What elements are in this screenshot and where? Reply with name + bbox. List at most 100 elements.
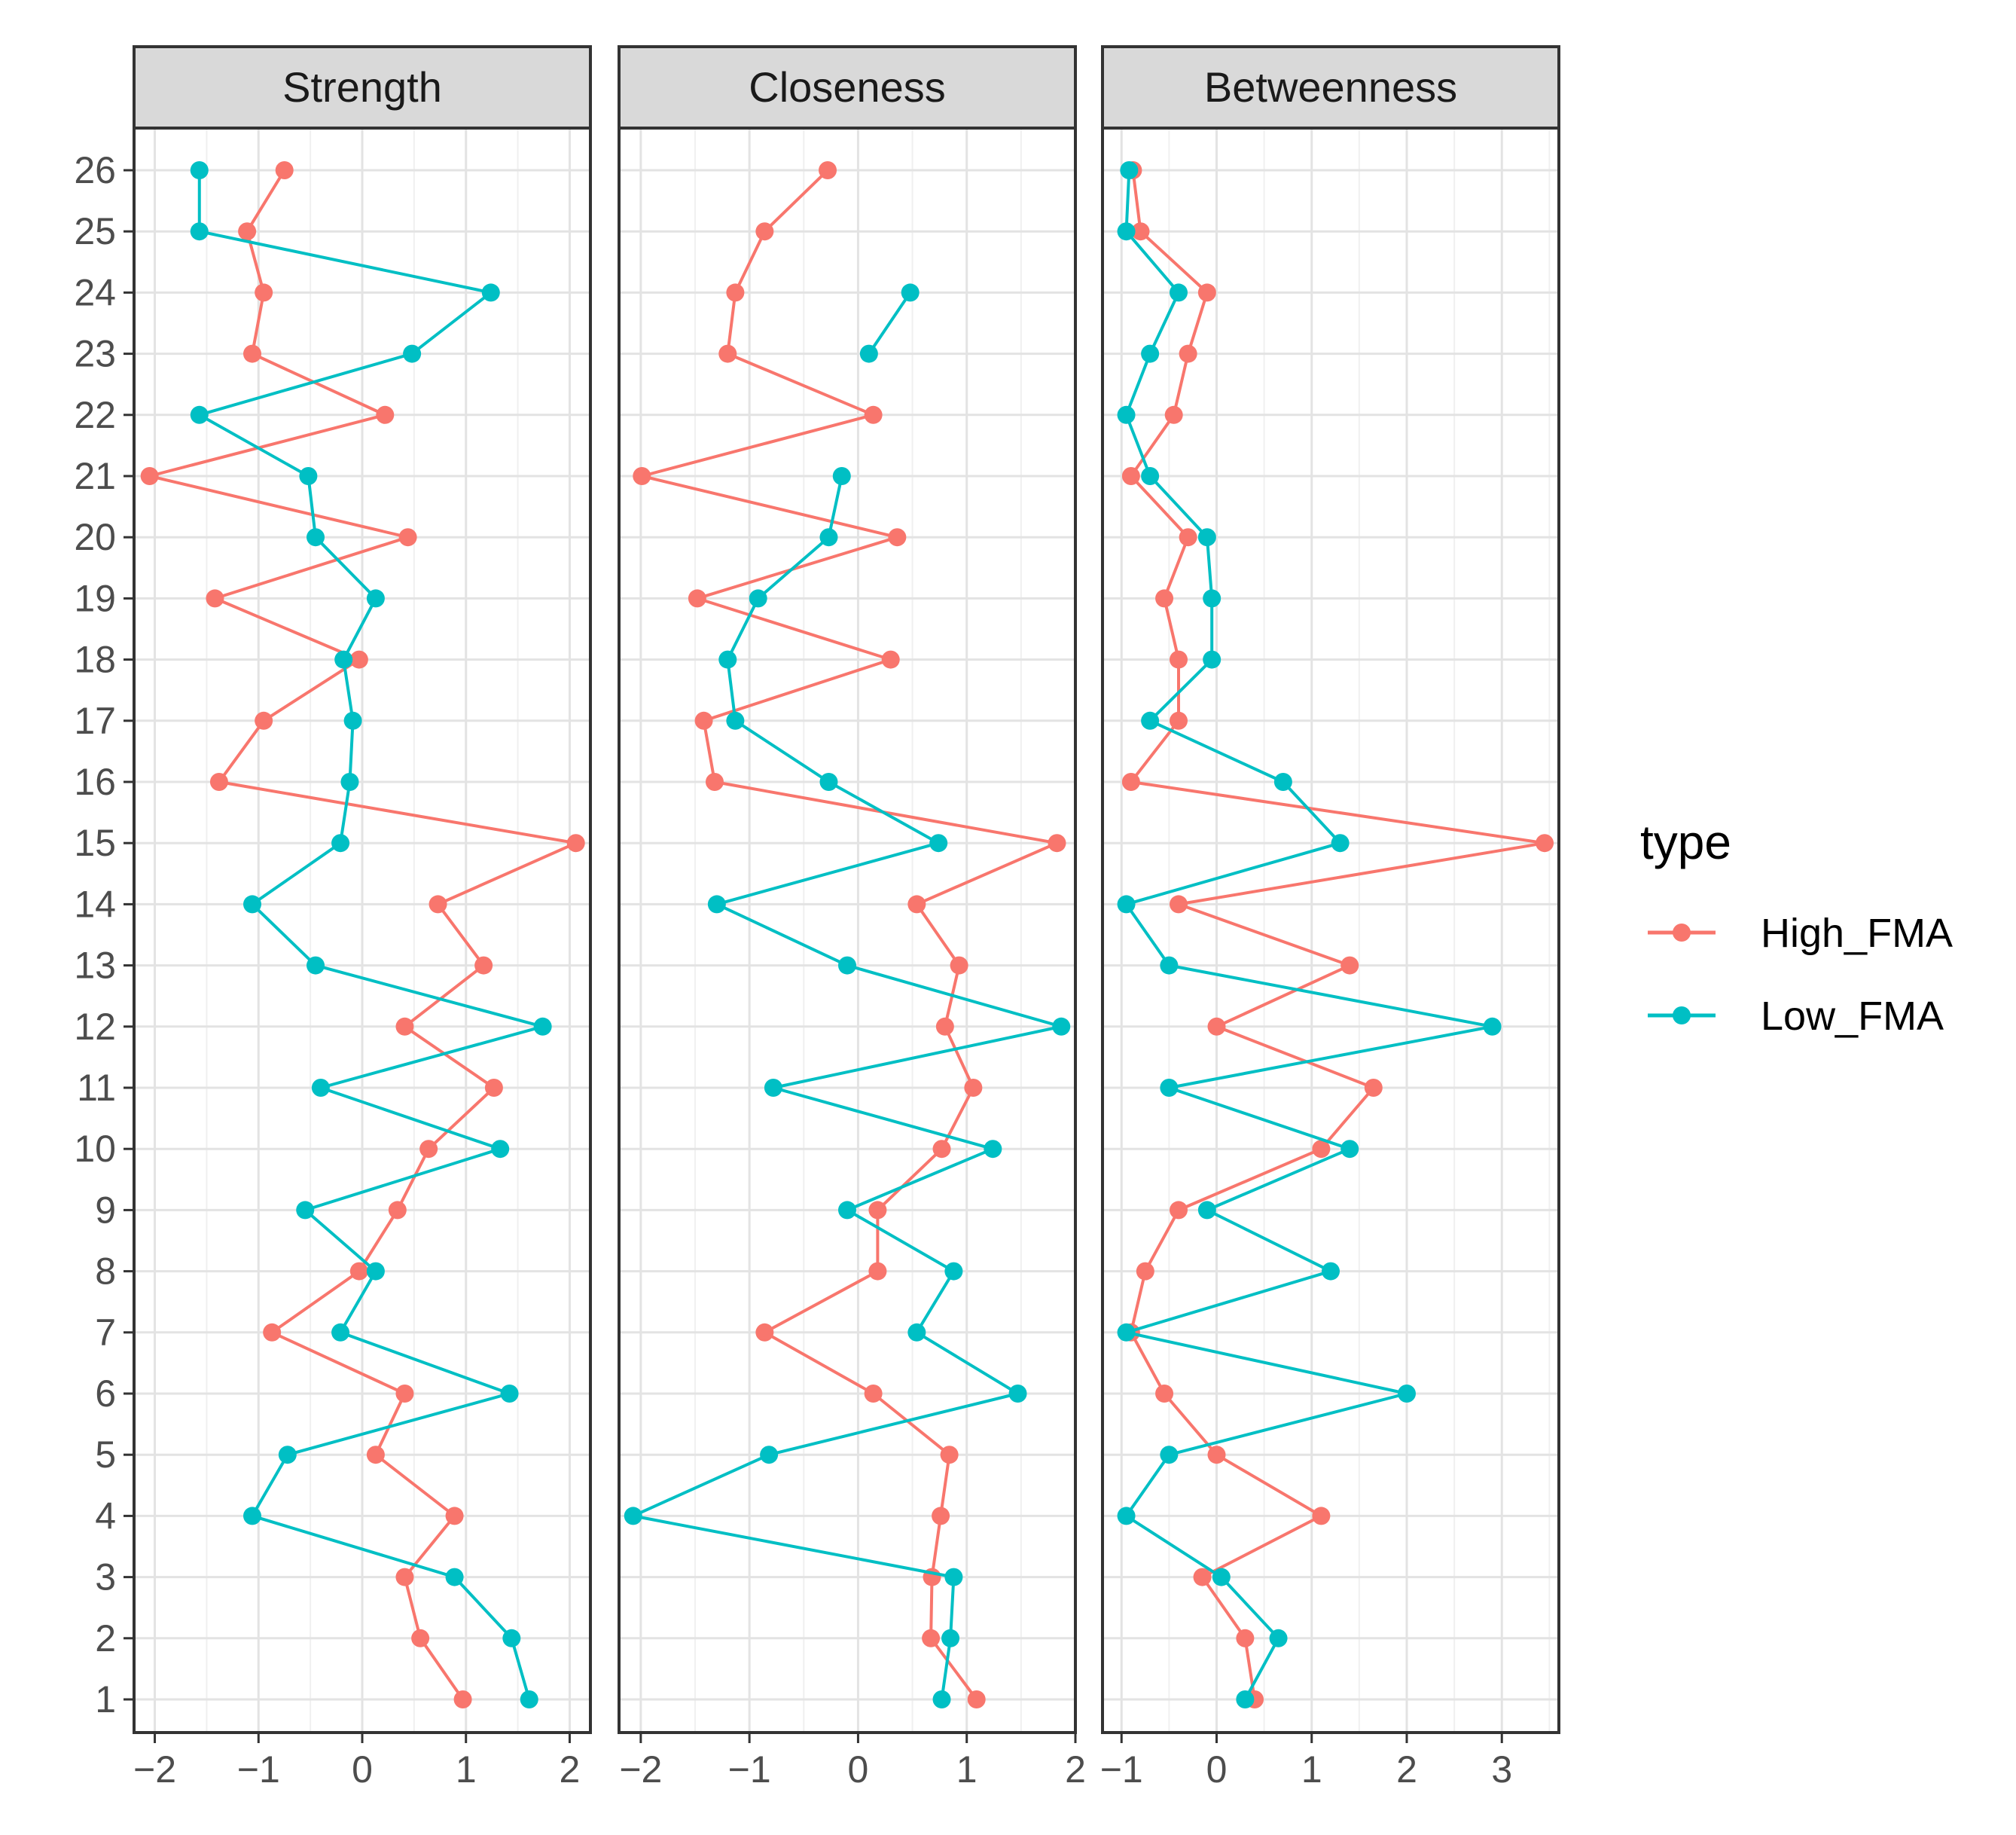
point-closeness-high-fma-8	[868, 1262, 887, 1281]
series-line-strength-high-fma	[148, 169, 578, 1701]
point-strength-low-fma-12	[533, 1017, 552, 1036]
point-closeness-high-fma-22	[864, 405, 883, 424]
point-strength-low-fma-16	[340, 773, 359, 791]
point-closeness-high-fma-12	[935, 1017, 954, 1036]
panel-betweenness: Betweenness −1 0 1 2 3	[1100, 45, 1560, 1791]
point-betweenness-low-fma-17	[1141, 711, 1160, 730]
point-betweenness-low-fma-10	[1340, 1140, 1359, 1159]
point-closeness-low-fma-5	[760, 1446, 779, 1464]
y-tick-label-23: 23	[74, 333, 116, 375]
x-tick-label-betweenness: 2	[1396, 1748, 1417, 1791]
point-strength-high-fma-23	[243, 344, 262, 363]
y-tick-label-24: 24	[74, 271, 116, 313]
point-strength-low-fma-1	[520, 1690, 538, 1708]
point-betweenness-low-fma-1	[1236, 1690, 1255, 1708]
point-closeness-high-fma-19	[688, 589, 706, 608]
point-strength-low-fma-8	[366, 1262, 385, 1281]
point-closeness-high-fma-14	[907, 895, 926, 914]
series-line-closeness-high-fma	[640, 169, 1059, 1701]
series-betweenness-low-fma	[1117, 161, 1502, 1708]
point-closeness-low-fma-13	[838, 956, 856, 975]
point-betweenness-high-fma-13	[1340, 956, 1359, 975]
point-closeness-high-fma-5	[940, 1446, 959, 1464]
point-betweenness-low-fma-14	[1117, 895, 1136, 914]
point-strength-high-fma-24	[255, 283, 273, 302]
y-tick-label-6: 6	[95, 1372, 116, 1415]
point-strength-high-fma-22	[376, 405, 395, 424]
point-closeness-high-fma-11	[964, 1079, 983, 1097]
point-betweenness-high-fma-3	[1193, 1568, 1212, 1586]
point-closeness-high-fma-26	[819, 161, 837, 179]
series-line-strength-low-fma	[197, 170, 544, 1700]
legend-entry-high-fma: High_FMA	[1648, 911, 1953, 956]
y-tick-label-2: 2	[95, 1617, 116, 1659]
point-betweenness-low-fma-21	[1141, 467, 1160, 485]
point-betweenness-high-fma-12	[1207, 1017, 1226, 1036]
point-closeness-low-fma-2	[941, 1629, 960, 1647]
point-betweenness-low-fma-9	[1197, 1201, 1216, 1220]
point-closeness-low-fma-12	[1052, 1017, 1071, 1036]
point-closeness-high-fma-7	[755, 1323, 774, 1342]
point-strength-low-fma-19	[366, 589, 385, 608]
point-strength-high-fma-12	[395, 1017, 414, 1036]
point-strength-low-fma-2	[502, 1629, 521, 1647]
x-tick-label-strength: 0	[352, 1748, 373, 1791]
point-strength-low-fma-13	[307, 956, 325, 975]
point-betweenness-low-fma-23	[1141, 344, 1160, 363]
y-tick-label-5: 5	[95, 1433, 116, 1476]
point-closeness-high-fma-20	[888, 528, 907, 547]
point-strength-high-fma-1	[453, 1690, 472, 1708]
point-strength-low-fma-17	[343, 711, 362, 730]
strip-betweenness	[1101, 45, 1560, 130]
y-tick-label-7: 7	[95, 1311, 116, 1354]
point-strength-high-fma-21	[140, 467, 159, 485]
point-closeness-low-fma-8	[944, 1262, 963, 1281]
point-betweenness-low-fma-3	[1212, 1568, 1231, 1586]
point-closeness-low-fma-21	[832, 467, 851, 485]
point-strength-high-fma-6	[395, 1385, 414, 1403]
point-closeness-low-fma-9	[838, 1201, 856, 1220]
point-strength-high-fma-19	[206, 589, 224, 608]
point-strength-low-fma-3	[445, 1568, 464, 1586]
point-strength-high-fma-25	[238, 222, 257, 241]
legend-entry-low-fma: Low_FMA	[1648, 994, 1944, 1039]
legend-key-point-high-fma	[1673, 924, 1691, 942]
point-strength-high-fma-5	[366, 1446, 385, 1464]
y-axis: 1234567891011121314151617181920212223242…	[74, 149, 134, 1721]
y-tick-label-3: 3	[95, 1556, 116, 1598]
series-closeness-low-fma	[624, 283, 1071, 1708]
point-strength-high-fma-20	[398, 528, 417, 547]
point-betweenness-low-fma-12	[1483, 1017, 1502, 1036]
point-strength-high-fma-4	[445, 1507, 464, 1525]
point-strength-high-fma-16	[209, 773, 228, 791]
y-tick-label-14: 14	[74, 883, 116, 925]
y-tick-label-18: 18	[74, 639, 116, 681]
point-strength-high-fma-7	[263, 1323, 282, 1342]
point-closeness-high-fma-1	[967, 1690, 986, 1708]
point-betweenness-low-fma-22	[1117, 405, 1136, 424]
point-betweenness-low-fma-15	[1331, 834, 1350, 853]
point-betweenness-high-fma-9	[1170, 1201, 1188, 1220]
point-betweenness-low-fma-5	[1160, 1446, 1179, 1464]
point-strength-low-fma-10	[491, 1140, 510, 1159]
point-betweenness-high-fma-15	[1536, 834, 1554, 853]
point-betweenness-high-fma-10	[1312, 1140, 1331, 1159]
point-betweenness-low-fma-18	[1203, 650, 1221, 669]
point-betweenness-high-fma-16	[1121, 773, 1140, 791]
y-tick-label-19: 19	[74, 577, 116, 619]
point-betweenness-high-fma-4	[1312, 1507, 1331, 1525]
point-closeness-high-fma-25	[755, 222, 774, 241]
x-tick-label-closeness: −1	[728, 1748, 771, 1791]
point-closeness-high-fma-4	[932, 1507, 950, 1525]
point-strength-low-fma-14	[243, 895, 262, 914]
x-tick-label-betweenness: 0	[1206, 1748, 1228, 1791]
point-betweenness-high-fma-21	[1121, 467, 1140, 485]
point-betweenness-low-fma-8	[1322, 1262, 1340, 1281]
point-strength-low-fma-18	[334, 650, 353, 669]
point-closeness-high-fma-18	[881, 650, 900, 669]
y-tick-label-4: 4	[95, 1495, 116, 1537]
series-strength-high-fma	[140, 161, 585, 1708]
point-closeness-high-fma-10	[932, 1140, 951, 1159]
point-closeness-high-fma-23	[718, 344, 737, 363]
